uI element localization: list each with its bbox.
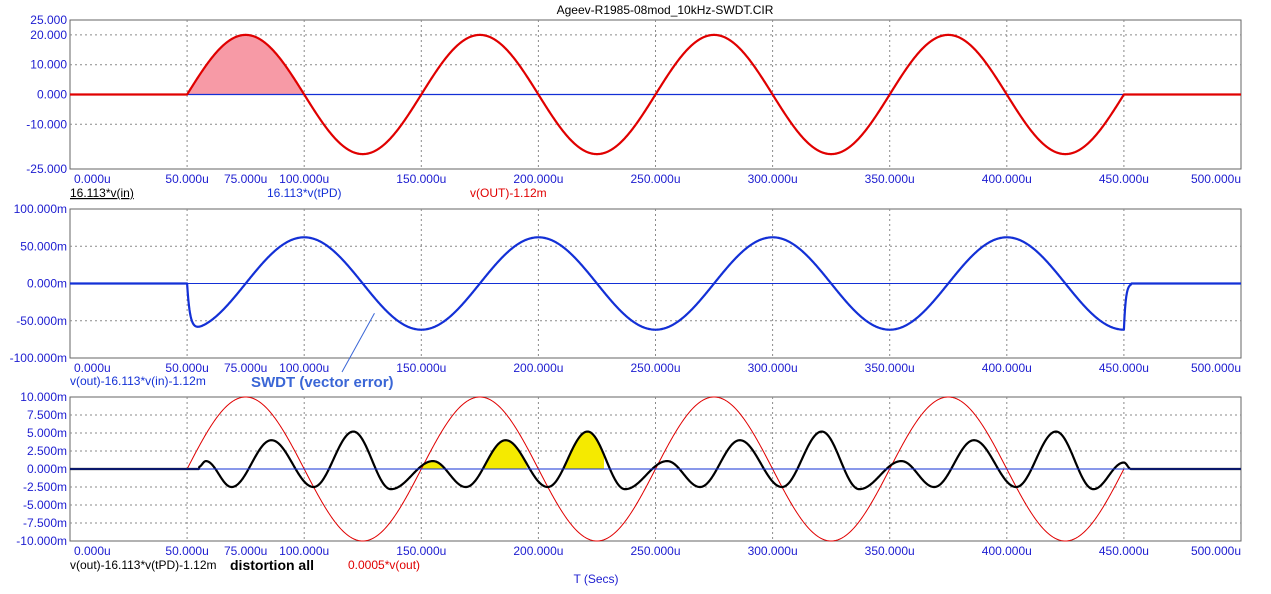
- legend-bottom-vout: 0.0005*v(out): [348, 558, 420, 572]
- panel-bottom-series-line-0: [69, 430, 1242, 491]
- panel-bottom-y-tick-label: 0.000m: [27, 462, 67, 476]
- panel-top-x-tick-label: 500.000u: [1191, 172, 1241, 186]
- panel-bottom-x-tick-label: 250.000u: [630, 544, 680, 558]
- panel-bottom-x-tick-label: 500.000u: [1191, 544, 1241, 558]
- panel-top-x-tick-label: 100.000u: [279, 172, 329, 186]
- panel-bottom-y-tick-label: -10.000m: [16, 534, 67, 548]
- legend-top-vin: 16.113*v(in): [70, 186, 134, 200]
- panel-top-x-tick-label: 150.000u: [396, 172, 446, 186]
- panel-top-y-tick-label: 10.000: [30, 58, 67, 72]
- panel-top-x-tick-label: 350.000u: [865, 172, 915, 186]
- panel-middle-x-tick-label: 400.000u: [982, 361, 1032, 375]
- chart-title: Ageev-R1985-08mod_10kHz-SWDT.CIR: [557, 3, 774, 17]
- panel-top-x-tick-label: 450.000u: [1099, 172, 1149, 186]
- panel-bottom-shaded-area-2: [564, 431, 604, 469]
- legend-top-vout: v(OUT)-1.12m: [470, 186, 547, 200]
- panel-top-shaded-area-0: [187, 34, 305, 95]
- panel-bottom-x-tick-label: 400.000u: [982, 544, 1032, 558]
- panel-bottom-x-tick-label: 75.000u: [224, 544, 267, 558]
- panel-middle-series-line-0: [69, 236, 1242, 331]
- panel-top-x-tick-label: 200.000u: [513, 172, 563, 186]
- panel-top-x-tick-label: 300.000u: [748, 172, 798, 186]
- annotation-distortion-all: distortion all: [230, 557, 314, 573]
- panel-bottom-y-tick-label: 2.500m: [27, 444, 67, 458]
- panel-middle-x-tick-label: 300.000u: [748, 361, 798, 375]
- panel-top-y-tick-label: 20.000: [30, 28, 67, 42]
- panel-bottom-x-tick-label: 100.000u: [279, 544, 329, 558]
- panel-top-y-tick-label: -10.000: [26, 117, 67, 131]
- panel-bottom-x-tick-label: 300.000u: [748, 544, 798, 558]
- annotation-swdt: SWDT (vector error): [251, 374, 394, 391]
- panel-middle-x-tick-label: 350.000u: [865, 361, 915, 375]
- panel-middle-x-tick-label: 200.000u: [513, 361, 563, 375]
- legend-top-vtpd: 16.113*v(tPD): [267, 186, 341, 200]
- panel-bottom-x-tick-label: 50.000u: [165, 544, 208, 558]
- panel-top-series-line-2: [69, 33, 1242, 156]
- panel-bottom-x-tick-label: 350.000u: [865, 544, 915, 558]
- panel-bottom-x-tick-label: 150.000u: [396, 544, 446, 558]
- x-axis-title: T (Secs): [573, 572, 618, 586]
- panel-middle-y-tick-label: -50.000m: [16, 314, 67, 328]
- panel-middle-x-tick-label: 250.000u: [630, 361, 680, 375]
- panel-top-x-tick-label: 75.000u: [224, 172, 267, 186]
- panel-middle-y-tick-label: 100.000m: [14, 202, 67, 216]
- panel-middle-x-tick-label: 75.000u: [224, 361, 267, 375]
- panel-bottom-y-tick-label: 10.000m: [20, 390, 67, 404]
- panel-middle-y-tick-label: 50.000m: [20, 239, 67, 253]
- panel-bottom-y-tick-label: -2.500m: [23, 480, 67, 494]
- panel-bottom-x-tick-label: 200.000u: [513, 544, 563, 558]
- panel-top-x-tick-label: 400.000u: [982, 172, 1032, 186]
- panel-top-x-tick-label: 250.000u: [630, 172, 680, 186]
- panel-top-y-tick-label: -25.000: [26, 162, 67, 176]
- panel-middle-x-tick-label: 500.000u: [1191, 361, 1241, 375]
- panel-middle-x-tick-label: 150.000u: [396, 361, 446, 375]
- panel-bottom-y-tick-label: -7.500m: [23, 516, 67, 530]
- panel-middle-x-tick-label: 100.000u: [279, 361, 329, 375]
- panel-bottom-x-tick-label: 0.000u: [74, 544, 111, 558]
- annotation-swdt-pointer: [341, 313, 375, 373]
- panel-bottom-y-tick-label: -5.000m: [23, 498, 67, 512]
- panel-middle-x-tick-label: 450.000u: [1099, 361, 1149, 375]
- legend-bottom-distortion: v(out)-16.113*v(tPD)-1.12m: [70, 558, 217, 572]
- panel-top-x-tick-label: 0.000u: [74, 172, 111, 186]
- panel-middle-x-tick-label: 50.000u: [165, 361, 208, 375]
- panel-middle-y-tick-label: -100.000m: [10, 351, 67, 365]
- panel-top-x-tick-label: 50.000u: [165, 172, 208, 186]
- panel-bottom-x-tick-label: 450.000u: [1099, 544, 1149, 558]
- panel-bottom-y-tick-label: 5.000m: [27, 426, 67, 440]
- panel-middle-x-tick-label: 0.000u: [74, 361, 111, 375]
- panel-middle-y-tick-label: 0.000m: [27, 277, 67, 291]
- panel-bottom-y-tick-label: 7.500m: [27, 408, 67, 422]
- panel-top-y-tick-label: 0.000: [37, 88, 67, 102]
- legend-middle-vector: v(out)-16.113*v(in)-1.12m: [70, 374, 206, 388]
- panel-top-y-tick-label: 25.000: [30, 13, 67, 27]
